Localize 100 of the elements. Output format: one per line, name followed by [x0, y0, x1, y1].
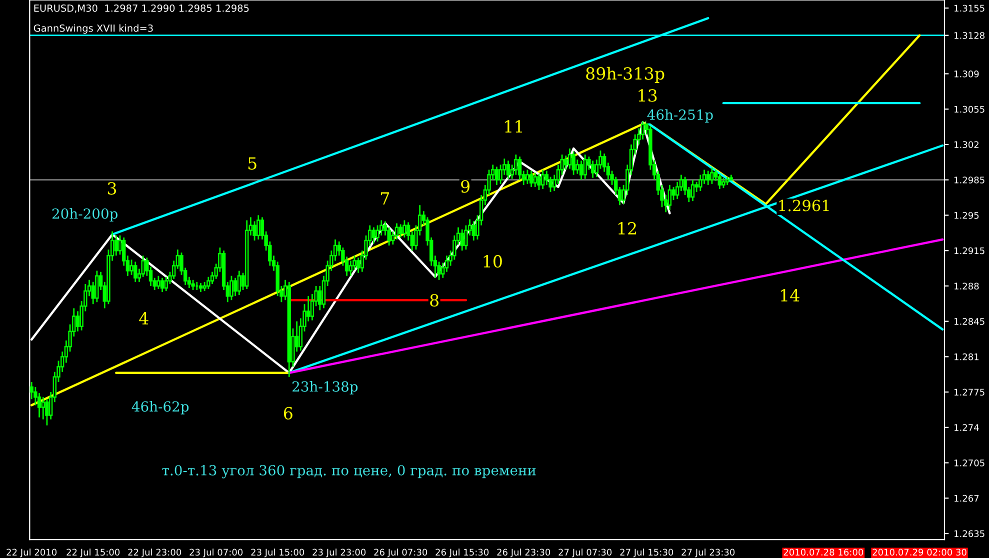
candlestick: [372, 226, 376, 244]
candlestick: [130, 258, 134, 276]
candlestick: [233, 277, 238, 297]
annotation: 23h-138p: [292, 380, 358, 394]
candlestick: [114, 234, 118, 256]
candlestick: [506, 160, 510, 180]
text: GannSwings XVII kind=3: [34, 24, 153, 34]
annotation: 10: [484, 255, 502, 268]
annotation: 46h-251p: [647, 109, 713, 123]
y-tick-label: 1.2845: [954, 318, 984, 325]
x-tick-label: 27 Jul 07:30: [558, 548, 612, 558]
x-tick-label: 23 Jul 23:00: [312, 548, 366, 558]
candlestick: [134, 261, 138, 283]
y-tick-label: 1.281: [954, 353, 979, 360]
annotation: 12: [618, 222, 636, 234]
x-tick-label: 27 Jul 23:30: [682, 548, 735, 558]
y-tick-label: 1.274: [954, 424, 979, 431]
annotation: 8: [430, 294, 438, 307]
x-tick-label: 2010.07.28 16:00: [784, 548, 864, 556]
y-tick-label: 1.2705: [954, 460, 984, 466]
annotation: 89h-313p: [586, 66, 664, 84]
y-tick-label: 1.2635: [954, 530, 984, 538]
candlestick: [202, 281, 206, 292]
candlestick: [537, 173, 541, 191]
annotation: 46h-62p: [132, 400, 189, 414]
candlestick: [590, 160, 595, 179]
candlestick: [718, 173, 722, 190]
y-tick-label: 1.2775: [954, 388, 984, 396]
x-tick-label: 22 Jul 23:00: [128, 548, 182, 558]
candlestick: [402, 220, 406, 238]
chart-title: EURUSD,M30 1.2987 1.2990 1.2985 1.2985: [34, 4, 249, 13]
y-tick-label: 1.3055: [954, 106, 984, 113]
y-tick-label: 1.3155: [954, 4, 984, 12]
candlestick: [518, 156, 522, 181]
x-tick-label: 2010.07.29 02:00 30: [872, 548, 966, 556]
annotation: 4: [139, 312, 148, 324]
candlestick: [376, 224, 380, 242]
candlestick: [164, 276, 168, 292]
candlestick: [583, 154, 587, 180]
candlestick: [706, 170, 710, 186]
y-tick-label: 1.3128: [954, 32, 984, 39]
annotation: 11: [505, 120, 522, 132]
x-tick-label: 26 Jul 07:30: [374, 548, 428, 558]
candlestick: [356, 256, 360, 274]
candlestick: [191, 279, 195, 291]
x-tick-label: 23 Jul 15:00: [251, 548, 304, 558]
candlestick: [640, 120, 645, 140]
candlestick: [206, 276, 210, 290]
annotation: 14: [781, 289, 800, 302]
candlestick: [568, 148, 572, 170]
candlestick: [579, 160, 584, 181]
candlestick: [690, 179, 695, 202]
y-tick-label: 1.288: [954, 282, 979, 290]
candlestick: [710, 167, 714, 185]
candlestick: [45, 398, 49, 426]
candlestick: [141, 254, 145, 278]
annotation: 1.2961: [779, 200, 829, 212]
candlestick: [529, 170, 534, 188]
annotation: 6: [284, 406, 292, 420]
candlestick: [540, 169, 545, 190]
candlestick: [668, 184, 672, 211]
y-tick-label: 1.2915: [954, 247, 984, 254]
candlestick: [160, 277, 164, 293]
candlestick: [230, 275, 234, 301]
annotation: 3: [108, 182, 116, 195]
candlestick: [494, 166, 499, 186]
annotation: 9: [461, 180, 470, 193]
y-tick-label: 1.2985: [954, 176, 984, 184]
y-tick-label: 1.295: [954, 212, 979, 219]
y-tick-label: 1.267: [954, 494, 979, 502]
x-tick-label: 26 Jul 23:30: [497, 548, 550, 558]
candlestick: [237, 270, 242, 296]
x-tick-label: 26 Jul 15:30: [436, 548, 489, 558]
candlestick: [460, 228, 464, 252]
x-tick-label: 22 Jul 15:00: [66, 548, 120, 558]
x-tick-label: 27 Jul 15:30: [620, 548, 674, 558]
candlestick: [252, 220, 256, 242]
candlestick: [533, 172, 537, 188]
candlestick: [526, 169, 530, 185]
x-tick-label: 23 Jul 07:00: [190, 548, 243, 558]
candlestick: [698, 174, 702, 192]
candlestick: [398, 224, 402, 238]
y-tick-label: 1.302: [954, 141, 978, 148]
candlestick: [564, 154, 568, 170]
x-tick-label: 22 Jul 2010: [6, 548, 57, 558]
annotation: т.0-т.13 угол 360 град. по цене, 0 град. по времени: [162, 464, 536, 478]
candlestick: [41, 396, 45, 420]
annotation: 20h-200p: [52, 208, 118, 222]
candlestick: [514, 154, 518, 176]
candlestick: [394, 222, 399, 240]
candlestick: [95, 270, 99, 303]
annotation: 7: [381, 192, 390, 204]
candlestick: [156, 275, 160, 290]
candlestick: [722, 177, 726, 189]
candlestick: [198, 282, 203, 293]
annotation: 5: [248, 157, 256, 170]
candlestick: [572, 150, 576, 176]
candlestick: [472, 220, 476, 242]
y-tick-label: 1.309: [954, 70, 979, 78]
annotation: 13: [638, 89, 657, 102]
